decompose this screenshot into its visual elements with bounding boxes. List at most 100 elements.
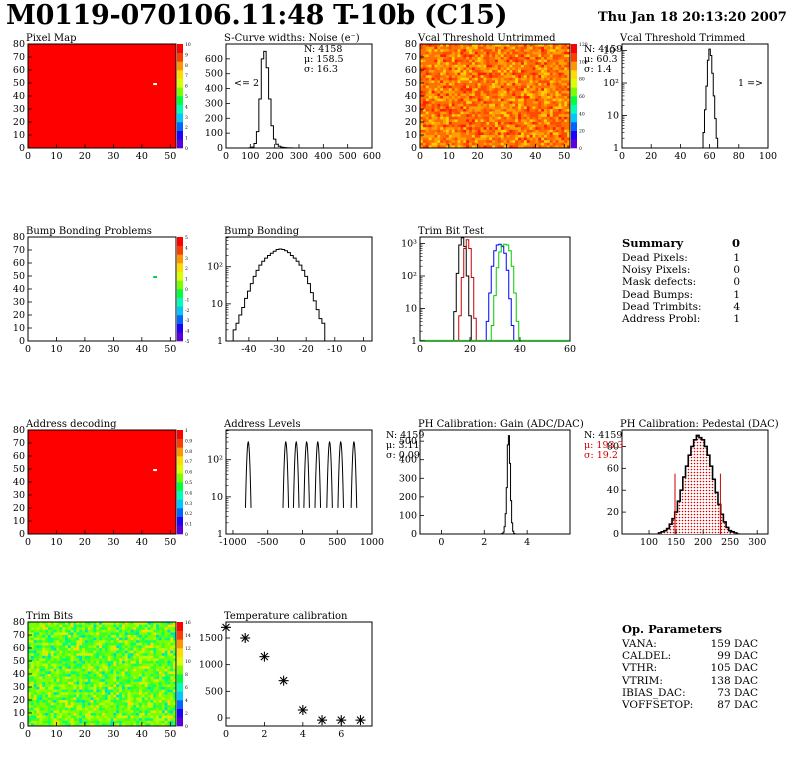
heatmap-cell	[445, 111, 450, 115]
heatmap-cell	[541, 72, 545, 76]
heatmap-cell	[56, 668, 60, 672]
heatmap-cell	[136, 642, 140, 646]
heatmap-cell	[454, 135, 458, 138]
heatmap-cell	[497, 101, 502, 105]
heatmap-cell	[139, 692, 143, 696]
heatmap-cell	[113, 679, 117, 683]
heatmap-cell	[509, 83, 513, 86]
heatmap-cell	[47, 687, 52, 690]
heatmap-cell	[107, 697, 111, 701]
heatmap-cell	[549, 124, 553, 128]
heatmap-cell	[150, 653, 154, 657]
heatmap-cell	[552, 116, 556, 120]
heatmap-cell	[445, 124, 450, 128]
heatmap-cell	[422, 44, 427, 47]
heatmap-cell	[471, 90, 476, 94]
z-tick-label: 3	[185, 115, 188, 121]
heatmap-cell	[127, 723, 131, 727]
heatmap-cell	[50, 681, 54, 685]
heatmap-cell	[53, 702, 57, 706]
palette-swatch	[571, 87, 577, 97]
heatmap-cell	[460, 80, 464, 84]
heatmap-cell	[42, 697, 46, 701]
heatmap-cell	[564, 103, 568, 107]
heatmap-cell	[36, 702, 40, 706]
plot-title: Pixel Map	[26, 33, 76, 44]
heatmap-cell	[567, 93, 571, 97]
heatmap-cell	[161, 624, 165, 628]
heatmap-cell	[448, 83, 453, 86]
heatmap-cell	[133, 705, 137, 709]
heatmap-cell	[463, 137, 467, 141]
heatmap-cell	[84, 655, 89, 659]
heatmap-cell	[150, 642, 154, 646]
heatmap-cell	[47, 640, 52, 644]
heatmap-cell	[515, 57, 519, 60]
heatmap-cell	[474, 88, 478, 92]
heatmap-cell	[93, 720, 97, 724]
heatmap-cell	[471, 93, 476, 97]
heatmap-cell	[28, 658, 32, 662]
heatmap-cell	[110, 705, 114, 709]
heatmap-cell	[116, 663, 120, 667]
heatmap-cell	[133, 694, 137, 698]
heatmap-cell	[443, 80, 447, 84]
heatmap-cell	[53, 663, 57, 667]
heatmap-cell	[558, 62, 562, 66]
heatmap-cell	[431, 70, 435, 73]
heatmap-cell	[506, 64, 510, 68]
heatmap-cell	[170, 687, 174, 690]
heatmap-cell	[469, 80, 473, 84]
heatmap-cell	[33, 710, 37, 714]
heatmap-cell	[158, 697, 163, 701]
heatmap-cell	[119, 663, 123, 667]
heatmap-cell	[141, 666, 145, 670]
heatmap-cell	[564, 62, 568, 66]
heatmap-cell	[70, 700, 74, 703]
heatmap-cell	[141, 707, 145, 711]
heatmap-cell	[497, 127, 502, 131]
heatmap-cell	[451, 80, 455, 84]
heatmap-cell	[39, 674, 43, 677]
heatmap-cell	[147, 640, 151, 644]
heatmap-cell	[156, 666, 160, 670]
heatmap-cell	[65, 642, 69, 646]
heatmap-cell	[474, 106, 478, 110]
heatmap-cell	[440, 77, 444, 81]
plot-frame	[27, 236, 177, 342]
heatmap-cell	[503, 49, 507, 53]
heatmap-cell	[480, 101, 484, 105]
heatmap-cell	[76, 637, 80, 641]
heatmap-cell	[483, 137, 487, 141]
heatmap-cell	[443, 62, 447, 66]
heatmap-cell	[110, 684, 114, 688]
heatmap-cell	[503, 67, 507, 71]
heatmap-cell	[489, 64, 493, 68]
heatmap-cell	[541, 88, 545, 92]
heatmap-cell	[564, 70, 568, 73]
heatmap-cell	[506, 96, 510, 99]
heatmap-cell	[139, 710, 143, 714]
heatmap-cell	[523, 96, 528, 99]
heatmap-cell	[448, 132, 453, 136]
data-point	[240, 633, 251, 643]
heatmap-cell	[567, 72, 571, 76]
heatmap-cell	[28, 663, 32, 667]
heatmap-cell	[127, 663, 131, 667]
heatmap-cell	[460, 51, 464, 55]
heatmap-cell	[84, 689, 89, 693]
heatmap-cell	[546, 75, 551, 79]
heatmap-cell	[167, 692, 171, 696]
heatmap-cell	[541, 75, 545, 79]
heatmap-cell	[53, 697, 57, 701]
heatmap-cell	[90, 637, 94, 641]
heatmap-cell	[130, 713, 134, 716]
heatmap-cell	[451, 103, 455, 107]
heatmap-cell	[53, 645, 57, 649]
heatmap-cell	[90, 645, 94, 649]
heatmap-cell	[483, 90, 487, 94]
heatmap-cell	[136, 697, 140, 701]
heatmap-cell	[50, 635, 54, 638]
heatmap-cell	[428, 111, 432, 115]
heatmap-cell	[173, 694, 177, 698]
